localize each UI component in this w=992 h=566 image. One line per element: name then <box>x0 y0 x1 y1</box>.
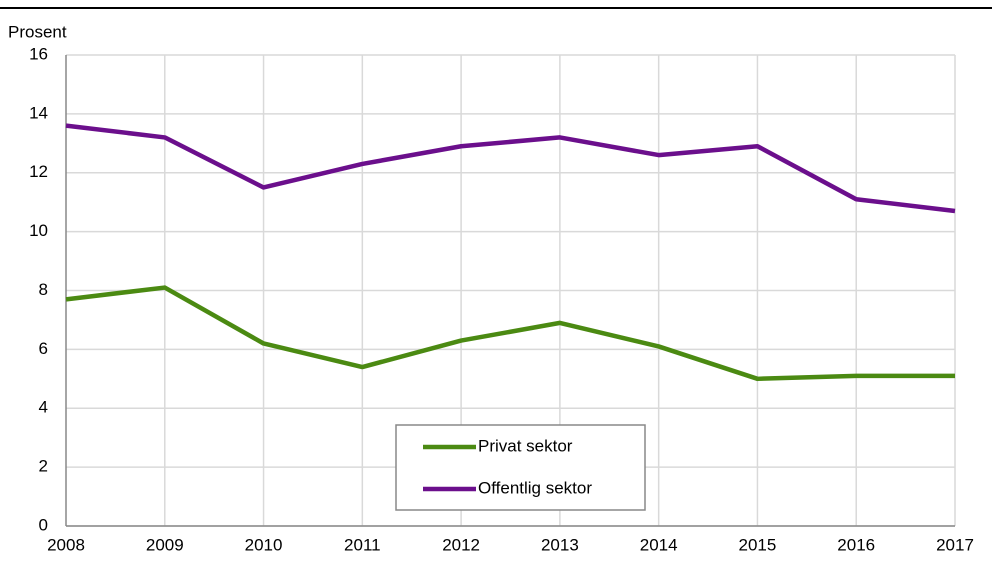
y-tick-label: 0 <box>39 515 48 534</box>
y-tick-label: 16 <box>29 44 48 63</box>
y-tick-label: 10 <box>29 221 48 240</box>
y-tick-label: 2 <box>39 457 48 476</box>
legend-label: Privat sektor <box>478 436 573 455</box>
legend-label: Offentlig sektor <box>478 478 592 497</box>
y-tick-label: 4 <box>39 398 48 417</box>
x-tick-label: 2011 <box>344 535 381 554</box>
x-tick-label: 2014 <box>640 535 678 554</box>
legend: Privat sektor Offentlig sektor <box>395 424 646 511</box>
y-tick-label: 8 <box>39 280 48 299</box>
y-axis-label: Prosent <box>8 22 67 41</box>
x-tick-label: 2008 <box>47 535 85 554</box>
series-line <box>65 123 956 214</box>
x-tick-label: 2015 <box>739 535 777 554</box>
x-tick-label: 2012 <box>442 535 480 554</box>
series-line <box>65 285 955 382</box>
x-tick-label: 2009 <box>146 535 184 554</box>
legend-box <box>395 424 646 511</box>
x-tick-label: 2017 <box>936 535 974 554</box>
y-tick-label: 14 <box>29 103 48 122</box>
y-tick-label: 6 <box>39 339 48 358</box>
x-tick-label: 2010 <box>245 535 283 554</box>
x-tick-label: 2013 <box>541 535 579 554</box>
y-tick-label: 12 <box>29 162 48 181</box>
x-tick-label: 2016 <box>837 535 875 554</box>
